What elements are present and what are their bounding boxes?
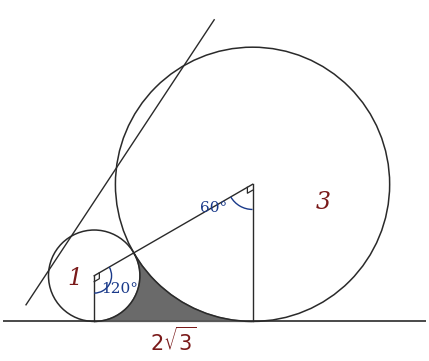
Text: 60°: 60° [200, 201, 227, 215]
Polygon shape [94, 253, 253, 321]
Text: 3: 3 [316, 191, 331, 214]
Text: 1: 1 [67, 266, 82, 290]
Text: $2\sqrt{3}$: $2\sqrt{3}$ [150, 326, 196, 355]
Text: 120°: 120° [101, 282, 138, 296]
